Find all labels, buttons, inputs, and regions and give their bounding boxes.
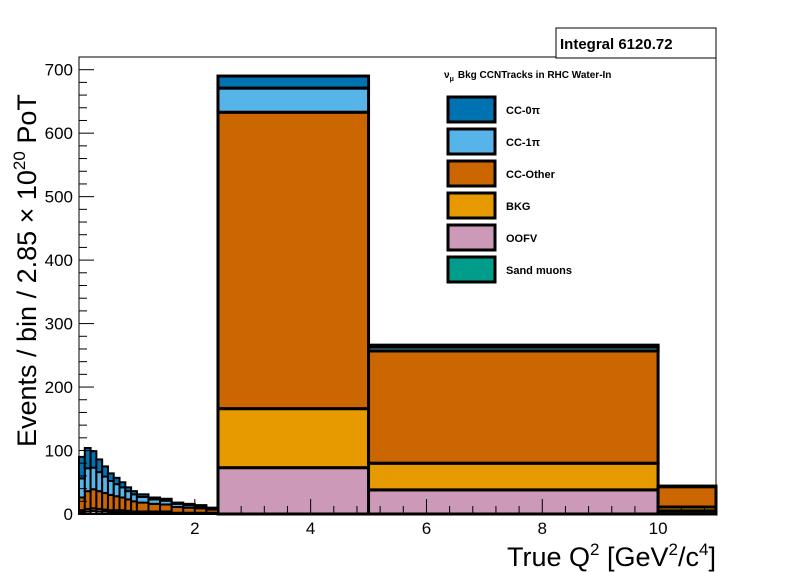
x-tick-label: 4: [306, 519, 315, 538]
legend-swatch-sand-muons: [446, 255, 497, 284]
x-tick-label: 10: [649, 519, 668, 538]
bar-cc-0--bin-17: [216, 74, 371, 90]
legend-title-symbol: ν: [444, 70, 450, 81]
bar-cc-0--bin-8: [124, 486, 133, 493]
stat-box: Integral 6120.72: [555, 27, 717, 59]
legend-title-text: Bkg CCNTracks in RHC Water-In: [458, 70, 612, 81]
y-tick-label: 0: [64, 505, 73, 524]
y-tick-label: 200: [45, 378, 73, 397]
y-axis: 0 100 200 300 400 500 600 700: [45, 56, 94, 524]
x-tick-label: 2: [190, 519, 199, 538]
bar-cc-other-bin-12: [159, 503, 173, 513]
bar-cc-other-bin-18: [367, 349, 660, 465]
y-tick-label: 300: [45, 315, 73, 334]
y-tick-label: 600: [45, 124, 73, 143]
bar-cc-other-bin-11: [147, 502, 162, 513]
legend-label-sand-muons: Sand muons: [506, 265, 572, 277]
legend-swatch-cc-1-: [446, 127, 497, 156]
legend-title-sub: μ: [450, 76, 454, 83]
y-tick-label: 700: [45, 61, 73, 80]
legend-label-oofv: OOFV: [506, 233, 538, 245]
bar-cc-1--bin-17: [216, 86, 371, 114]
series-bkg: [78, 407, 718, 515]
bar-bkg-bin-18: [367, 461, 660, 492]
bar-cc-0--bin-6: [112, 476, 121, 486]
bar-cc-0--bin-9: [130, 490, 138, 496]
legend-label-cc-other: CC-Other: [506, 169, 556, 181]
y-tick-label: 100: [45, 442, 73, 461]
x-axis: 2 4 6 8 10: [78, 499, 705, 538]
stat-box-frame: [555, 27, 717, 59]
bar-cc-0--bin-18: [367, 343, 660, 349]
bar-cc-0--bin-12: [159, 497, 173, 502]
legend-swatch-bkg: [446, 191, 497, 220]
bar-cc-other-bin-10: [135, 501, 150, 513]
bar-cc-0--bin-13: [170, 501, 185, 505]
x-tick-label: 8: [538, 519, 547, 538]
bar-bkg-bin-17: [216, 407, 371, 470]
bar-cc-other-bin-19: [656, 485, 718, 509]
bar-cc-0--bin-14: [182, 502, 196, 507]
y-tick-label: 500: [45, 188, 73, 207]
bar-cc-1--bin-19: [656, 484, 718, 489]
y-tick-label: 400: [45, 251, 73, 270]
y-axis-title: Events / bin / 2.85 × 1020 PoT: [10, 94, 42, 447]
legend-swatch-cc-other: [446, 159, 497, 188]
bar-cc-0--bin-11: [147, 496, 162, 501]
legend-label-bkg: BKG: [506, 201, 530, 213]
bar-cc-0--bin-15: [193, 504, 208, 508]
stat-box-text: Integral 6120.72: [560, 36, 673, 53]
legend: νμ Bkg CCNTracks in RHC Water-In CC-0π CC-…: [444, 70, 611, 284]
x-axis-title: True Q2 [GeV2/c4]: [507, 540, 716, 572]
bar-cc-0--bin-16: [205, 506, 219, 510]
bar-oofv-bin-18: [367, 488, 660, 516]
x-tick-label: 6: [422, 519, 431, 538]
bar-cc-other-bin-17: [216, 110, 371, 411]
bar-cc-0--bin-4: [101, 465, 109, 478]
bar-oofv-bin-17: [216, 466, 371, 516]
legend-label-cc-0-: CC-0π: [506, 105, 541, 117]
legend-swatch-cc-0-: [446, 95, 497, 124]
legend-title: νμ Bkg CCNTracks in RHC Water-In: [444, 70, 611, 83]
series-cc-0-: [78, 74, 660, 510]
legend-swatch-oofv: [446, 223, 497, 252]
bar-cc-0--bin-7: [118, 481, 127, 489]
bar-cc-0--bin-10: [135, 493, 150, 498]
legend-label-cc-1-: CC-1π: [506, 137, 541, 149]
